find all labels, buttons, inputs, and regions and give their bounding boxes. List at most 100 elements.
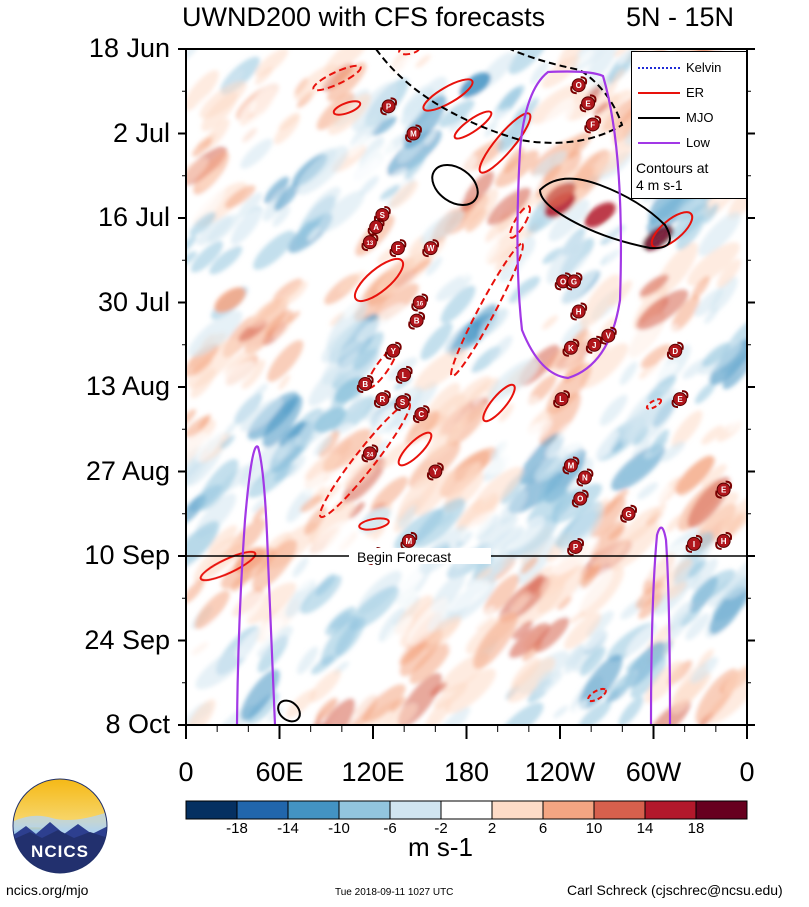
storm-label: 13 — [367, 241, 374, 247]
storm-marker: Y — [384, 341, 402, 360]
legend-note: Contours at 4 m s-1 — [636, 160, 708, 194]
storm-label: R — [379, 395, 385, 404]
y-tick-label: 8 Oct — [105, 709, 170, 739]
storm-label: B — [414, 317, 420, 326]
y-tick-label: 16 Jul — [97, 202, 170, 232]
storm-label: V — [606, 332, 612, 341]
colorbar-tick-label: 6 — [538, 820, 548, 837]
storm-marker: G — [565, 272, 583, 291]
colorbar-tick-label: -14 — [277, 820, 299, 837]
x-tick-label: 60E — [255, 757, 304, 787]
storm-marker: E — [579, 94, 597, 113]
storm-label: H — [576, 308, 582, 317]
x-tick-label: 60W — [625, 757, 682, 787]
storm-label: A — [373, 223, 379, 232]
region-text: 5N - 15N — [626, 2, 735, 32]
y-tick-label: 2 Jul — [112, 117, 170, 148]
colorbar-swatch — [491, 800, 544, 820]
storm-label: S — [380, 211, 386, 220]
storm-marker: L — [395, 365, 413, 384]
storm-label: P — [573, 543, 579, 552]
storm-label: K — [568, 344, 574, 353]
x-tick-label: 180 — [443, 757, 490, 787]
storm-marker: G — [620, 504, 638, 523]
colorbar-swatch — [185, 800, 238, 820]
storm-marker: F — [584, 115, 602, 134]
storm-label: S — [400, 398, 406, 407]
storm-marker: S — [394, 393, 412, 412]
storm-label: B — [362, 380, 368, 389]
y-tick-label: 13 Aug — [85, 371, 170, 401]
legend-note-line: 4 m s-1 — [636, 177, 683, 193]
legend-label: Low — [686, 135, 710, 150]
colorbar-swatch — [440, 800, 493, 820]
storm-label: H — [721, 537, 727, 546]
x-tick-label: 120W — [524, 757, 596, 787]
storm-label: G — [571, 277, 577, 286]
colorbar-swatch — [287, 800, 340, 820]
colorbar-tick-label: 2 — [487, 820, 497, 837]
legend-label: MJO — [686, 110, 714, 125]
footer-author: Carl Schreck (cjschrec@ncsu.edu) — [567, 882, 783, 898]
storm-label: C — [418, 410, 424, 419]
colorbar-units: m s-1 — [408, 832, 473, 862]
storm-label: N — [582, 474, 588, 483]
storm-label: 16 — [416, 302, 423, 308]
storm-marker: O — [571, 489, 589, 508]
storm-label: P — [386, 102, 392, 111]
storm-label: D — [672, 347, 678, 356]
storm-marker: I — [685, 534, 703, 553]
storm-marker: V — [599, 326, 617, 345]
legend-item: MJO — [632, 109, 746, 127]
axis-ticks — [178, 48, 755, 739]
legend-item: Low — [632, 134, 746, 152]
legend-label: ER — [686, 85, 705, 100]
storm-label: I — [693, 540, 695, 549]
storm-marker: H — [570, 302, 588, 321]
colorbar-tick-label: -2 — [434, 820, 448, 837]
storm-marker: H — [715, 531, 733, 550]
storm-label: F — [395, 244, 400, 253]
legend-item: Kelvin — [632, 59, 746, 77]
storm-marker: R — [373, 390, 391, 409]
legend-item: ER — [632, 84, 746, 102]
storm-label: O — [577, 495, 583, 504]
storm-label: L — [559, 395, 564, 404]
y-tick-label: 10 Sep — [84, 540, 170, 570]
storm-marker: O — [570, 76, 588, 95]
x-tick-label: 120E — [341, 757, 405, 787]
storm-label: E — [721, 486, 727, 495]
colorbar-swatch — [695, 800, 748, 820]
colorbar-tick-label: -6 — [383, 820, 397, 837]
storm-marker: B — [408, 311, 426, 330]
storm-label: E — [677, 395, 683, 404]
legend: Kelvin ER MJO Low Contours at 4 m s-1 — [631, 51, 747, 199]
storm-marker: M — [562, 456, 580, 475]
storm-label: 24 — [367, 452, 374, 458]
ncics-logo: NCICS — [12, 778, 108, 874]
storm-marker: C — [412, 405, 430, 424]
storm-marker: 24 — [361, 444, 379, 463]
colorbar-swatch — [593, 800, 646, 820]
storm-label: W — [427, 244, 435, 253]
storm-label: Y — [433, 468, 439, 477]
colorbar-tick-label: 10 — [585, 820, 603, 837]
storm-marker: L — [553, 390, 570, 409]
storm-label: J — [592, 341, 596, 350]
storm-marker: P — [567, 537, 585, 556]
colorbar-swatch — [236, 800, 289, 820]
storm-marker: D — [666, 341, 684, 360]
legend-swatch — [638, 67, 680, 69]
y-tick-label: 18 Jun — [88, 33, 170, 63]
storm-marker: 16 — [411, 293, 429, 312]
colorbar-swatch — [389, 800, 442, 820]
storm-marker: E — [715, 480, 733, 499]
colorbar-swatch — [542, 800, 595, 820]
storm-marker: K — [562, 338, 580, 357]
y-tick-label: 24 Sep — [84, 624, 170, 655]
colorbar-tick-label: 14 — [636, 820, 654, 837]
colorbar-tick-label: -18 — [226, 820, 248, 837]
colorbar-tick-label: 18 — [687, 820, 705, 837]
footer-timestamp: Tue 2018-09-11 1027 UTC — [335, 887, 454, 898]
storm-label: E — [585, 99, 591, 108]
